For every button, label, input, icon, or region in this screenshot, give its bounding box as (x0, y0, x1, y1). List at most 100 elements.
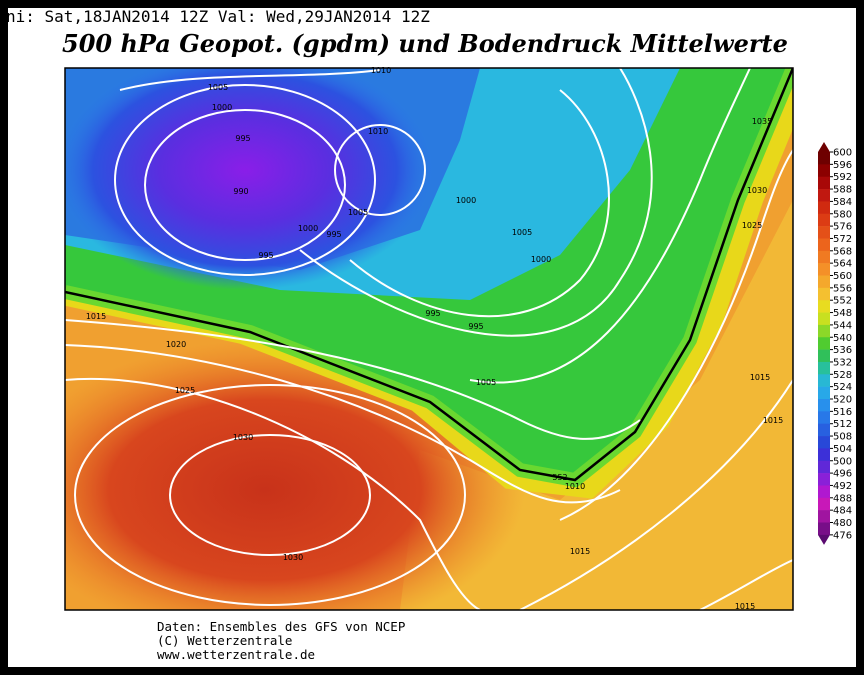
colorbar-segment (818, 361, 830, 375)
colorbar-segment (818, 399, 830, 412)
colorbar-label: 576 (833, 222, 852, 233)
colorbar-label: 584 (833, 197, 852, 208)
contour-552 (65, 68, 793, 482)
colorbar-label: 500 (833, 456, 852, 467)
colorbar-segment (818, 448, 830, 462)
colorbar-label: 512 (833, 419, 852, 430)
colorbar-segment (818, 201, 830, 215)
isobar-label: 1015 (735, 602, 755, 611)
colorbar-label: 532 (833, 357, 852, 368)
colorbar-segment (818, 374, 830, 387)
colorbar-label: 496 (833, 469, 852, 480)
isobar-label: 1025 (742, 221, 762, 230)
isobar-label: 1000 (298, 224, 318, 233)
isobar-label: 1015 (570, 547, 590, 556)
colorbar-label: 540 (833, 333, 852, 344)
isobar-label: 1015 (750, 373, 770, 382)
colorbar-segment (818, 460, 830, 474)
colorbar-segment (818, 250, 830, 264)
colorbar-segment (818, 263, 830, 276)
colorbar-label: 556 (833, 283, 852, 294)
colorbar: 6005965925885845805765725685645605565525… (818, 142, 852, 545)
isobar-label: 1005 (208, 83, 228, 92)
colorbar-segment (818, 189, 830, 202)
init-valid-line: ni: Sat,18JAN2014 12Z Val: Wed,29JAN2014… (6, 7, 430, 26)
colorbar-label: 504 (833, 444, 852, 455)
colorbar-label: 596 (833, 160, 852, 171)
colorbar-label: 536 (833, 345, 852, 356)
isobar-label: 1005 (512, 228, 532, 237)
colorbar-segment (818, 436, 830, 449)
isobar-label: 995 (425, 309, 440, 318)
colorbar-label: 600 (833, 148, 852, 159)
footer: Daten: Ensembles des GFS von NCEP(C) Wet… (157, 619, 405, 662)
isobar-label: 1015 (86, 312, 106, 321)
colorbar-segment (818, 337, 830, 350)
footer-line: www.wetterzentrale.de (157, 647, 315, 662)
isobar-label: 1005 (476, 378, 496, 387)
colorbar-segment (818, 152, 830, 165)
colorbar-segment (818, 275, 830, 289)
colorbar-label: 552 (833, 296, 852, 307)
map-field (65, 68, 793, 610)
isobar-label: 1035 (752, 117, 772, 126)
isobar-label: 1020 (166, 340, 186, 349)
isobar-label: 995 (326, 230, 341, 239)
map-border (64, 67, 794, 611)
isobar-label: 995 (468, 322, 483, 331)
colorbar-label: 484 (833, 506, 852, 517)
colorbar-segment (818, 423, 830, 437)
isobar-labels: 1005 1000 995 990 995 1000 995 1005 1010 1000 1005… (86, 66, 783, 611)
colorbar-label: 524 (833, 382, 852, 393)
footer-line: Daten: Ensembles des GFS von NCEP (157, 619, 405, 634)
footer-line: (C) Wetterzentrale (157, 633, 292, 648)
colorbar-label: 520 (833, 395, 852, 406)
colorbar-segment (818, 522, 830, 536)
colorbar-label: 548 (833, 308, 852, 319)
colorbar-segment (818, 485, 830, 499)
isobar-label: 1000 (456, 196, 476, 205)
colorbar-bottom-tip (818, 534, 830, 545)
colorbar-segment (818, 497, 830, 511)
isobar-label: 552 (552, 473, 567, 482)
colorbar-label: 480 (833, 518, 852, 529)
colorbar-label: 492 (833, 481, 852, 492)
isobar-label: 1005 (348, 208, 368, 217)
colorbar-segment (818, 324, 830, 338)
isobar-label: 1010 (368, 127, 388, 136)
colorbar-segment (818, 510, 830, 523)
colorbar-label: 544 (833, 320, 852, 331)
isobar-label: 1010 (565, 482, 585, 491)
colorbar-top-tip (818, 142, 830, 152)
isobar-label: 995 (258, 251, 273, 260)
colorbar-label: 516 (833, 407, 852, 418)
map-title: 500 hPa Geopot. (gpdm) und Bodendruck Mi… (62, 29, 788, 58)
isobar-label: 1010 (371, 66, 391, 75)
isobar-label: 1000 (212, 103, 232, 112)
isobar-label: 1000 (531, 255, 551, 264)
isobar-label: 1030 (233, 433, 253, 442)
colorbar-segment (818, 312, 830, 326)
colorbar-label: 476 (833, 530, 852, 541)
colorbar-label: 564 (833, 259, 852, 270)
colorbar-segment (818, 349, 830, 363)
colorbar-label: 592 (833, 172, 852, 183)
isobar-label: 1025 (175, 386, 195, 395)
colorbar-segment (818, 386, 830, 400)
colorbar-label: 588 (833, 185, 852, 196)
colorbar-label: 568 (833, 246, 852, 257)
colorbar-segment (818, 164, 830, 177)
isobar-label: 1030 (747, 186, 767, 195)
colorbar-segment (818, 176, 830, 190)
colorbar-segment (818, 226, 830, 239)
colorbar-segment (818, 238, 830, 252)
isobar-label: 990 (233, 187, 248, 196)
colorbar-segment (818, 411, 830, 424)
isobars (65, 68, 793, 610)
colorbar-segment (818, 213, 830, 227)
isobar-label: 995 (235, 134, 250, 143)
colorbar-label: 508 (833, 432, 852, 443)
colorbar-label: 560 (833, 271, 852, 282)
colorbar-label: 488 (833, 493, 852, 504)
